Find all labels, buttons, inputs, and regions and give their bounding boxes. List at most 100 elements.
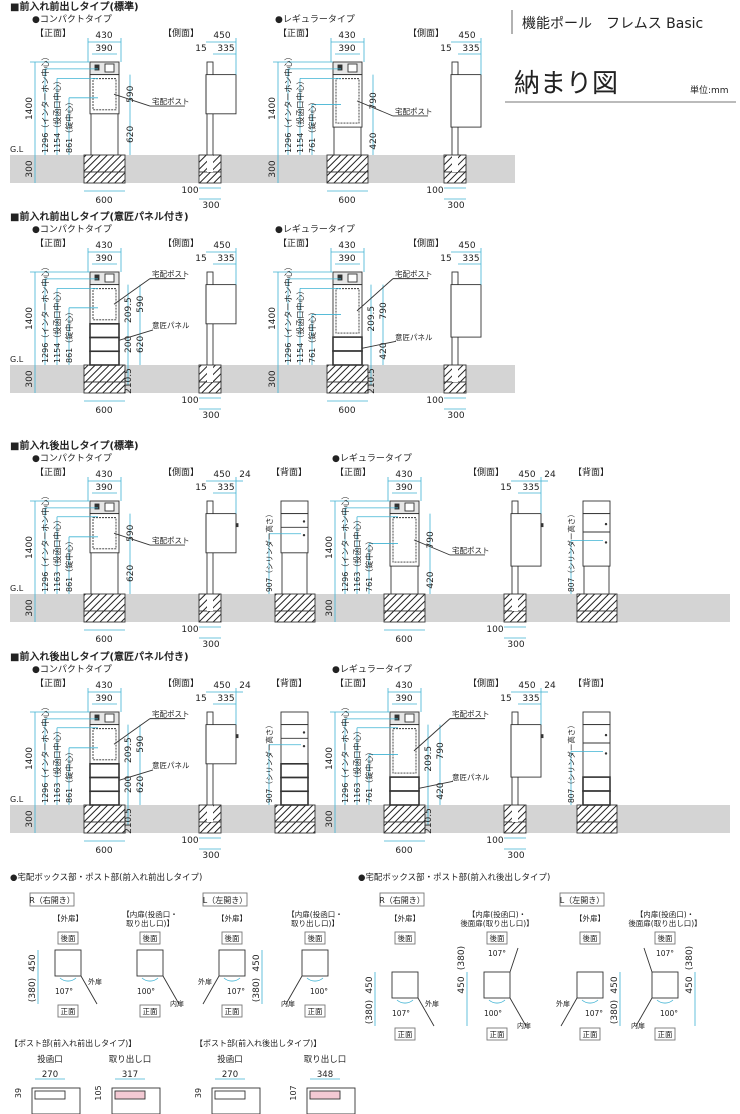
- back-view: 【背面】 907（シリンダー高さ）: [264, 466, 316, 623]
- door-label: 内扉: [281, 999, 295, 1008]
- back-box: [582, 724, 611, 778]
- foundation-width-label: 600: [95, 846, 112, 856]
- side-foundation-label: 300: [202, 411, 219, 421]
- plan-section-title: ●宅配ボックス部・ポスト部(前入れ後出しタイプ): [358, 872, 550, 883]
- back-foundation: [576, 593, 618, 612]
- slot-height-label: 1163（投函口中心）: [352, 727, 362, 803]
- back-foundation-base: [274, 610, 316, 623]
- side-pole-sleeve: [207, 594, 213, 611]
- intercom-icon: [394, 714, 400, 721]
- opening-width-label: 317: [122, 1070, 138, 1080]
- plan-view-label: 【内扉(投函口・取り出し口)】: [287, 909, 342, 928]
- front-view-label: 【正面】: [335, 467, 371, 478]
- depth-label: 450: [457, 976, 467, 993]
- title-block: 機能ポール フレムス Basic 納まり図 単位:mm: [505, 10, 736, 103]
- side-box-label: 335: [462, 254, 479, 264]
- side-depth-label: 450: [213, 470, 230, 480]
- side-pole-sleeve: [512, 805, 518, 822]
- door-swing: [162, 975, 180, 1005]
- cylinder-lock-icon: [604, 522, 608, 526]
- panel-mid-label: 200: [124, 776, 134, 793]
- panel-upper-label: 209.5: [124, 737, 134, 763]
- side-foundation-label: 300: [447, 411, 464, 421]
- front-view-label: 【正面】: [278, 238, 314, 249]
- side-pole-sleeve: [512, 594, 518, 611]
- box-height-label: 590: [126, 524, 136, 541]
- box-height-label: 590: [126, 85, 136, 102]
- side-offset-label: 100: [426, 396, 443, 406]
- callout-design-panel: 意匠パネル: [452, 772, 490, 782]
- side-view: 450 15 335 100 300: [426, 241, 482, 421]
- width-outer-label: 430: [395, 470, 412, 480]
- front-tag-label: 正面: [398, 1030, 413, 1039]
- side-pole-label: 15: [195, 44, 206, 54]
- rear-tag: [139, 931, 161, 945]
- side-rear-label: 24: [239, 681, 251, 691]
- camera-icon: [104, 273, 115, 283]
- depth-label: 450: [252, 954, 262, 971]
- back-view: 【背面】 807（シリンダー高さ）: [566, 466, 618, 623]
- camera-icon: [404, 502, 415, 512]
- box-height-label: 790: [369, 92, 379, 109]
- panel-base-label: 210.5: [424, 808, 434, 834]
- plan-view-label: 【内扉(投函口)・後面扉(取り出し口)】: [460, 909, 533, 928]
- front-view: 430 390 790 420 宅配ポスト 1400 1296（インターホン中心） 1154（…: [268, 31, 433, 206]
- cylinder-lock-icon: [604, 733, 608, 737]
- section-title: ■前入れ前出しタイプ(意匠パネル付き): [10, 210, 189, 223]
- side-box: [205, 284, 237, 325]
- front-view-label: 【正面】: [335, 678, 371, 689]
- door-swing: [560, 997, 578, 1027]
- callout-leader: [413, 718, 451, 752]
- side-view: 450 15 335 24 100 300: [181, 681, 251, 861]
- foundation-width-label: 600: [95, 196, 112, 206]
- slot-height-label: 1154（投函口中心）: [52, 287, 62, 363]
- foundation-depth-label: 300: [25, 160, 35, 177]
- foundation-width-label: 600: [95, 635, 112, 645]
- total-height-label: 1400: [325, 747, 335, 770]
- front-view-label: 【正面】: [35, 28, 71, 39]
- design-panel: [332, 336, 363, 352]
- slot-height-label: 1163（投函口中心）: [52, 727, 62, 803]
- panel-mid-label: 200: [124, 336, 134, 353]
- swing-angle-label: 107°: [227, 987, 245, 996]
- foundation-hatch: [383, 804, 426, 823]
- door-label: 外扉: [198, 977, 212, 986]
- back-box: [582, 513, 611, 567]
- side-offset-label: 100: [181, 625, 198, 635]
- front-view: 430 390 790 420 宅配ポスト 1400 1296（インターホン中心） 1163（…: [325, 470, 490, 645]
- front-view-label: 【正面】: [35, 238, 71, 249]
- ground-level-label: G.L: [10, 795, 24, 804]
- front-view-label: 【正面】: [35, 678, 71, 689]
- lock-height-label: 761（錠中心）: [364, 537, 374, 592]
- side-foundation-base: [198, 171, 222, 184]
- side-pole-label: 15: [195, 254, 206, 264]
- foundation-hatch: [83, 364, 126, 383]
- callout-leader: [413, 539, 451, 556]
- side-depth-label: 450: [213, 31, 230, 41]
- side-offset-label: 100: [181, 836, 198, 846]
- swing-arc: [488, 999, 506, 1004]
- door-label: 外扉: [88, 977, 102, 986]
- opening-label: 取り出し口: [109, 1054, 152, 1065]
- intercom-panel: [89, 271, 120, 286]
- foundation-base: [383, 821, 426, 834]
- back-view-label: 【背面】: [573, 466, 609, 478]
- swing-angle-label: 100°: [137, 987, 155, 996]
- cylinder-lock-icon: [302, 731, 306, 734]
- side-box: [205, 724, 237, 765]
- width-inner-label: 390: [338, 44, 355, 54]
- swing-arc: [656, 999, 674, 1004]
- lock-height-label: 761（錠中心）: [307, 308, 317, 363]
- opening-width-label: 270: [222, 1070, 238, 1080]
- leg-height-label: 420: [369, 132, 379, 149]
- side-foundation-base: [198, 381, 222, 394]
- callout-design-panel: 意匠パネル: [152, 760, 190, 770]
- side-cylinder-icon: [540, 734, 544, 739]
- side-view: 450 15 335 100 300: [426, 31, 482, 211]
- side-foundation-label: 300: [447, 201, 464, 211]
- opening-direction-label: L（左開き）: [203, 895, 247, 905]
- plan-box: [651, 971, 679, 999]
- side-view-label: 【側面】: [163, 677, 199, 689]
- callout-leader: [361, 340, 397, 349]
